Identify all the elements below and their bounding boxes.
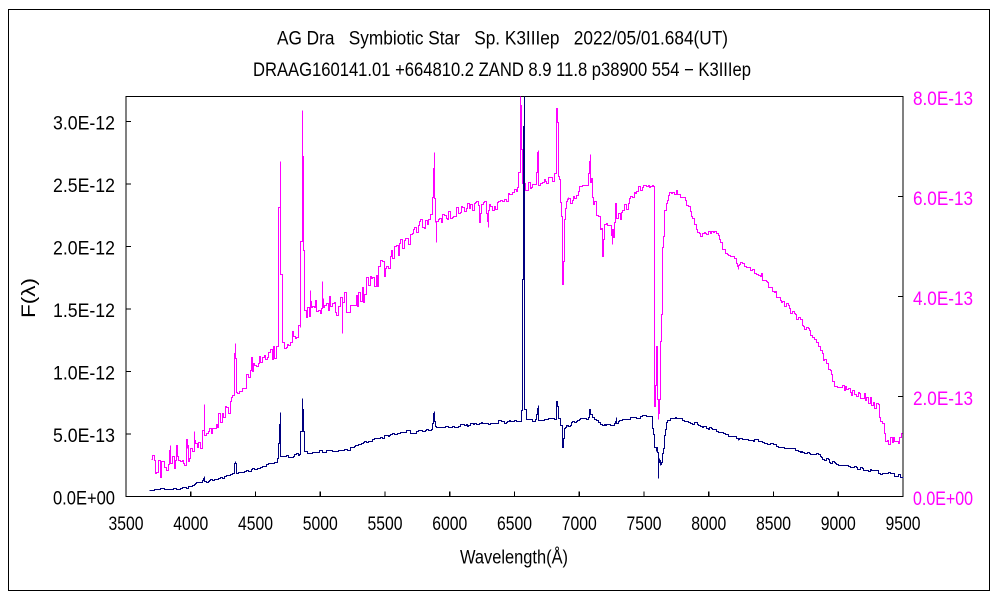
- svg-text:4500: 4500: [238, 514, 273, 535]
- svg-text:5.0E-13: 5.0E-13: [53, 426, 115, 447]
- svg-text:5500: 5500: [368, 514, 403, 535]
- svg-text:3500: 3500: [109, 514, 144, 535]
- svg-text:Wavelength(Å): Wavelength(Å): [460, 548, 568, 569]
- svg-text:DRAAG160141.01 +664810.2 ZAND: DRAAG160141.01 +664810.2 ZAND 8.9 11.8 p…: [253, 60, 751, 81]
- svg-text:AG Dra Symbiotic Star Sp.: AG Dra Symbiotic Star Sp. K3IIIep 2022/0…: [277, 29, 728, 50]
- svg-text:1.0E-12: 1.0E-12: [53, 364, 115, 385]
- svg-text:0.0E+00: 0.0E+00: [913, 489, 973, 510]
- svg-text:2.0E-13: 2.0E-13: [913, 389, 973, 410]
- svg-text:2.0E-12: 2.0E-12: [53, 239, 115, 260]
- svg-text:4000: 4000: [173, 514, 208, 535]
- svg-text:0.0E+00: 0.0E+00: [53, 489, 115, 510]
- svg-text:9000: 9000: [821, 514, 856, 535]
- svg-text:8.0E-13: 8.0E-13: [913, 89, 973, 110]
- svg-text:7000: 7000: [562, 514, 597, 535]
- svg-text:2.5E-12: 2.5E-12: [53, 176, 115, 197]
- svg-text:7500: 7500: [627, 514, 662, 535]
- svg-text:3.0E-12: 3.0E-12: [53, 114, 115, 135]
- svg-text:1.5E-12: 1.5E-12: [53, 301, 115, 322]
- svg-text:4.0E-13: 4.0E-13: [913, 289, 973, 310]
- svg-text:8000: 8000: [691, 514, 726, 535]
- svg-text:8500: 8500: [756, 514, 791, 535]
- svg-text:9500: 9500: [886, 514, 921, 535]
- svg-text:6.0E-13: 6.0E-13: [913, 189, 973, 210]
- svg-text:5000: 5000: [303, 514, 338, 535]
- svg-text:6500: 6500: [497, 514, 532, 535]
- svg-text:F(λ): F(λ): [19, 278, 40, 318]
- svg-text:6000: 6000: [432, 514, 467, 535]
